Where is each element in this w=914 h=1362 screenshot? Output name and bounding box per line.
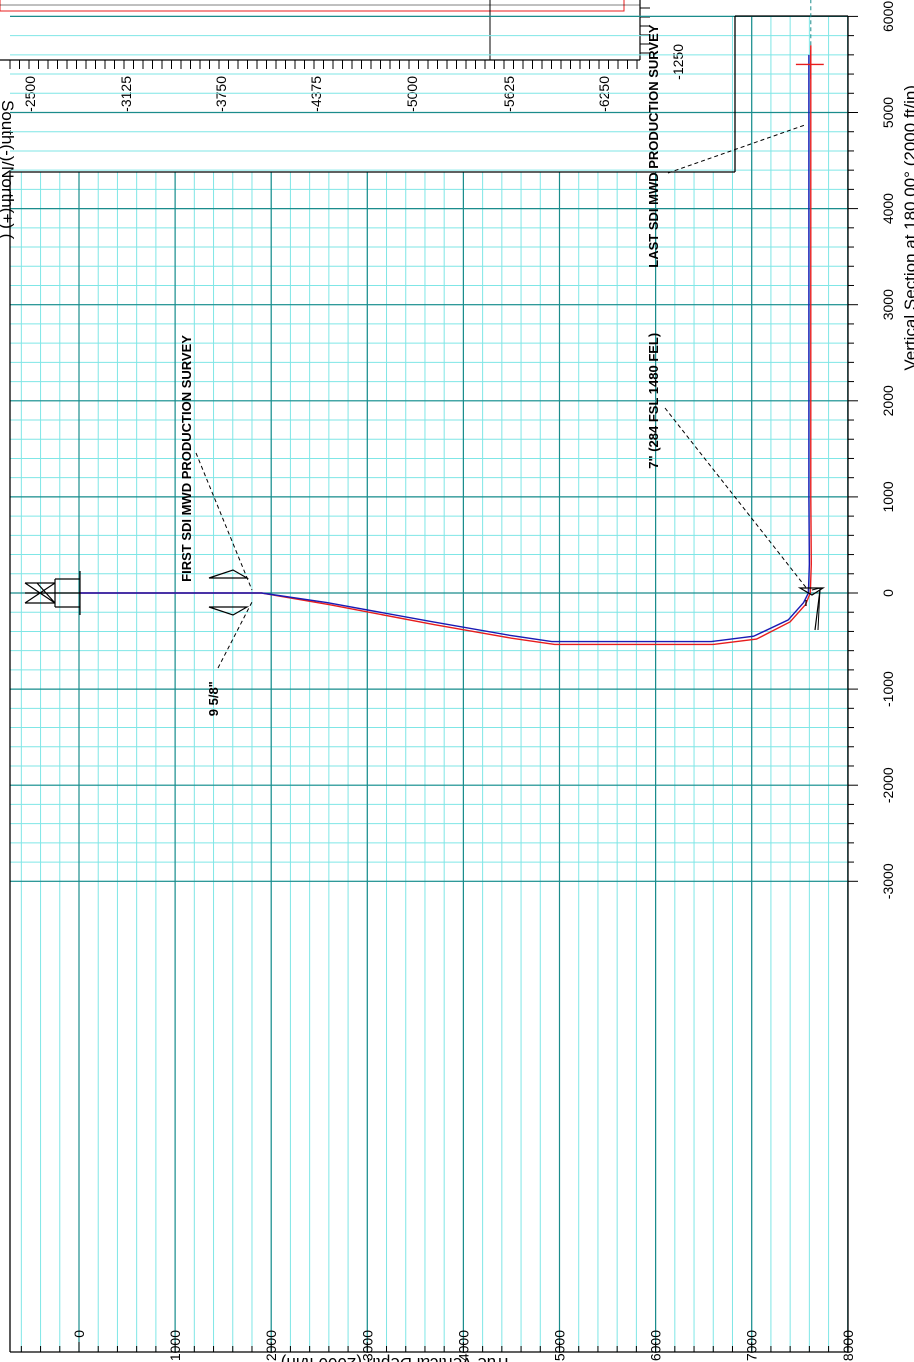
- y-tick-label: 4000: [455, 1330, 471, 1361]
- leader-line: [217, 601, 253, 669]
- inset-tick-label: -4375: [308, 76, 324, 112]
- x-tick-label: 4000: [880, 193, 896, 224]
- plot-frame: [9, 15, 849, 1353]
- y-tick-label: 0: [71, 1330, 87, 1338]
- annotation-first-survey: FIRST SDI MWD PRODUCTION SURVEY: [179, 335, 194, 582]
- grid-minor: [10, 15, 849, 1352]
- inset-frame: [0, 0, 641, 61]
- tick-labels: -3000 -2000 -1000 0 1000 2000 3000 4000 5000 6000…: [71, 1, 896, 1362]
- well-path-red: [79, 45, 812, 646]
- x-tick-label: 0: [880, 589, 896, 597]
- casing-shoe-icon: [208, 569, 250, 616]
- x-tick-label: -3000: [880, 863, 896, 899]
- x-tick-label: 1000: [880, 481, 896, 512]
- leader-line: [667, 124, 806, 174]
- x-tick-label: 5000: [880, 97, 896, 128]
- inset-y-axis-label: South(-)/North(+) (: [0, 100, 17, 240]
- y-tick-label: 6000: [648, 1330, 664, 1361]
- inset-tick-label: -5000: [404, 76, 420, 112]
- annotation-casing-7-text: 7" (284 FSL 1480 FEL): [646, 333, 661, 469]
- leader-line: [195, 452, 253, 591]
- annotation-casing-9-5-8-text: 9 5/8": [206, 681, 221, 716]
- inset-tick-label: -3125: [118, 76, 134, 112]
- y-tick-label: 5000: [552, 1330, 568, 1361]
- leader-line: [664, 407, 809, 591]
- x-tick-label: 6000: [880, 1, 896, 32]
- grid-major: [10, 15, 849, 1352]
- x-axis-label: Vertical Section at 180.00° (2000 ft/in): [901, 85, 914, 371]
- annotations: FIRST SDI MWD PRODUCTION SURVEY 9 5/8" 7" …: [179, 24, 809, 716]
- inset-plan-view: -2500 -3125 -3750 -4375 -5000 -5625 -6250 -1250…: [0, 0, 686, 240]
- annotation-first-survey-text: FIRST SDI MWD PRODUCTION SURVEY: [179, 335, 194, 582]
- y-axis-label: True Vertical Depth (2000 ft/in): [281, 1354, 512, 1362]
- y-tick-label: 8000: [840, 1330, 856, 1361]
- well-paths: [79, 0, 812, 646]
- inset-tick-label: -3750: [213, 76, 229, 112]
- casing-shoe-icon: [811, 587, 821, 631]
- x-tick-label: -2000: [880, 767, 896, 803]
- inset-tick-label: -5625: [501, 76, 517, 112]
- inset-ticks: -2500 -3125 -3750 -4375 -5000 -5625 -6250 -1250: [9, 7, 686, 112]
- x-tick-label: -1000: [880, 671, 896, 707]
- derrick-icon: [24, 571, 81, 615]
- x-tick-label: 3000: [880, 289, 896, 320]
- tick-marks: [20, 15, 858, 1352]
- y-tick-label: 1000: [167, 1330, 183, 1361]
- well-symbols: [24, 50, 826, 631]
- inset-tick-label: -1250: [670, 44, 686, 80]
- well-path-blue: [79, 54, 811, 643]
- y-tick-label: 3000: [359, 1330, 375, 1361]
- annotation-casing-9-5-8: 9 5/8": [206, 681, 221, 716]
- inset-tick-label: -6250: [596, 76, 612, 112]
- inset-tick-label: -2500: [22, 76, 38, 112]
- vertical-section-plot: -3000 -2000 -1000 0 1000 2000 3000 4000 5000 6000…: [9, 0, 896, 1362]
- annotation-casing-7: 7" (284 FSL 1480 FEL): [646, 333, 661, 469]
- x-tick-label: 2000: [880, 385, 896, 416]
- annotation-last-survey: LAST SDI MWD PRODUCTION SURVEY: [646, 24, 661, 267]
- y-tick-label: 2000: [263, 1330, 279, 1361]
- annotation-last-survey-text: LAST SDI MWD PRODUCTION SURVEY: [646, 24, 661, 267]
- y-tick-label: 7000: [744, 1330, 760, 1361]
- inset-well-outline: [0, 0, 625, 12]
